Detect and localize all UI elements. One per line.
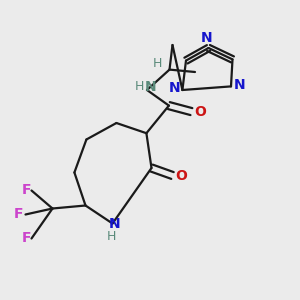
Text: O: O [194,105,206,118]
Text: N: N [201,32,213,45]
Text: N: N [109,217,121,230]
Text: N: N [234,78,245,92]
Text: H: H [106,230,116,243]
Text: F: F [14,208,24,221]
Text: N: N [145,80,156,94]
Text: F: F [21,232,31,245]
Text: N: N [169,82,181,95]
Text: H: H [153,57,162,70]
Text: H: H [135,80,144,94]
Text: O: O [175,169,187,182]
Text: F: F [21,184,31,197]
